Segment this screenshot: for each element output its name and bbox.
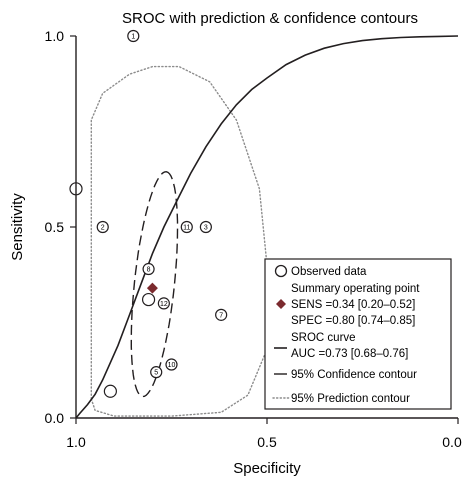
- observed-point: [165, 358, 178, 371]
- observed-point: [157, 297, 170, 310]
- observed-point: [215, 308, 228, 321]
- summary-point: [146, 282, 158, 294]
- x-tick-label: 0.5: [257, 434, 277, 450]
- chart-title: SROC with prediction & confidence contou…: [122, 10, 418, 27]
- y-tick-label: 0.0: [45, 410, 65, 426]
- legend-prediction-label: 95% Prediction contour: [291, 393, 410, 405]
- observed-point-label: 11: [183, 224, 190, 231]
- observed-point: [199, 220, 212, 234]
- y-tick-label: 0.5: [45, 219, 65, 235]
- observed-point-label: 5: [154, 370, 158, 377]
- y-axis-label: Sensitivity: [9, 193, 26, 261]
- observed-point: [180, 220, 193, 234]
- legend-summary-icon: [276, 299, 286, 309]
- observed-point-label: 7: [219, 312, 223, 319]
- x-tick-label: 0.0: [442, 434, 462, 450]
- prediction-contour: [90, 65, 268, 417]
- observed-point-label: 10: [168, 362, 176, 369]
- legend-box: [264, 258, 452, 410]
- observed-point: [141, 292, 156, 307]
- observed-point-label: 2: [101, 224, 105, 231]
- y-tick-label: 1.0: [45, 28, 65, 44]
- x-axis-label: Specificity: [233, 460, 301, 477]
- axis-ticks: [70, 35, 459, 424]
- observed-point-label: 1: [131, 33, 135, 40]
- legend-summary-spec: SPEC =0.80 [0.74–0.85]: [291, 315, 415, 327]
- confidence-contour: [130, 170, 179, 398]
- legend-confidence-label: 95% Confidence contour: [291, 369, 417, 381]
- observed-point-label: 3: [204, 224, 208, 231]
- x-tick-label: 1.0: [66, 434, 86, 450]
- legend-sroc-auc: AUC =0.73 [0.68–0.76]: [291, 348, 408, 360]
- legend-summary-title: Summary operating point: [291, 283, 420, 295]
- observed-point: [96, 220, 109, 234]
- observed-point: [150, 366, 163, 379]
- observed-point-label: 12: [160, 301, 168, 308]
- observed-point-label: 8: [147, 266, 151, 273]
- legend-observed-icon: [274, 264, 288, 278]
- legend: Observed data Summary operating point SE…: [264, 258, 452, 410]
- legend-observed-label: Observed data: [291, 266, 367, 278]
- observed-point: [142, 262, 155, 276]
- observed-point: [103, 384, 117, 398]
- legend-summary-sens: SENS =0.34 [0.20–0.52]: [291, 299, 415, 311]
- sroc-curve: [75, 35, 459, 419]
- observed-point: [127, 29, 140, 43]
- legend-sroc-title: SROC curve: [291, 332, 356, 344]
